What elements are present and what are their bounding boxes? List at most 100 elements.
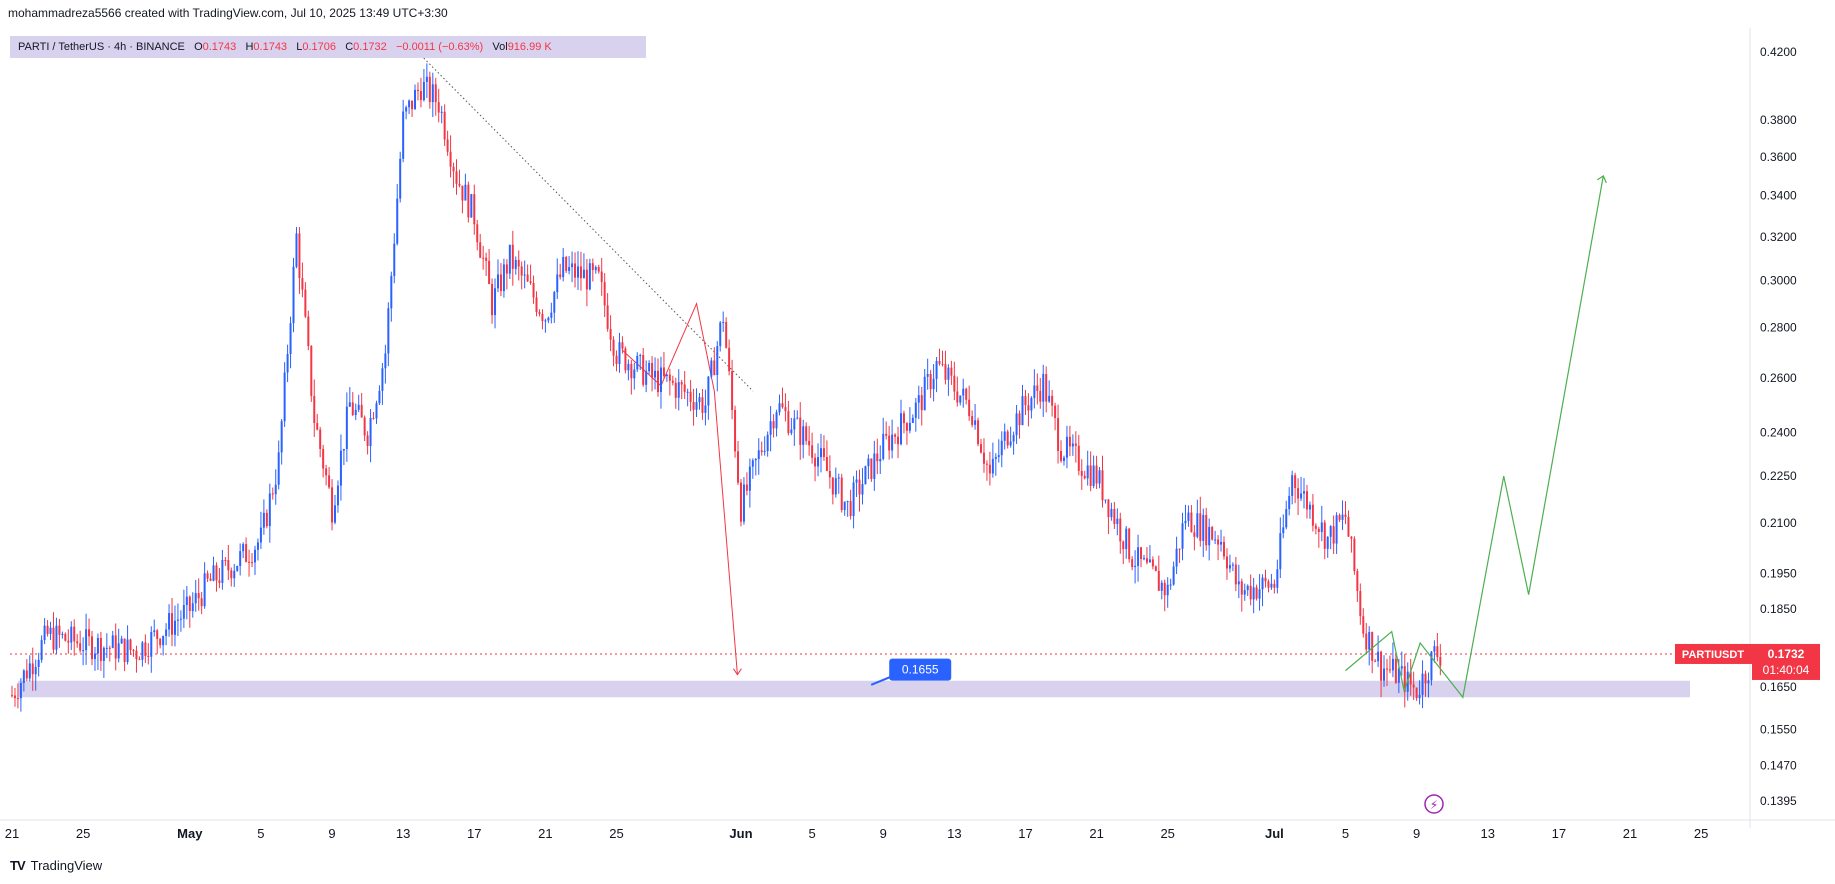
candle-body[interactable] (547, 317, 550, 321)
candle-body[interactable] (390, 275, 393, 309)
candle-body[interactable] (215, 565, 218, 581)
candle-body[interactable] (692, 402, 695, 410)
candle-body[interactable] (1184, 520, 1187, 524)
candle-body[interactable] (422, 81, 425, 101)
candle-body[interactable] (22, 670, 25, 683)
candle-body[interactable] (1211, 527, 1214, 540)
candle-body[interactable] (1110, 508, 1113, 518)
candle-body[interactable] (897, 436, 900, 445)
candle-body[interactable] (1092, 465, 1095, 486)
candle-body[interactable] (200, 598, 203, 607)
candle-body[interactable] (1107, 499, 1110, 518)
candle-body[interactable] (739, 482, 742, 522)
candle-body[interactable] (387, 308, 390, 354)
candle-body[interactable] (1243, 590, 1246, 595)
candle-body[interactable] (1285, 509, 1288, 528)
candle-body[interactable] (745, 484, 748, 491)
candle-body[interactable] (295, 233, 298, 267)
tradingview-logo-icon[interactable]: TV (10, 858, 26, 873)
candle-body[interactable] (470, 194, 473, 218)
candle-body[interactable] (659, 367, 662, 393)
candle-body[interactable] (751, 460, 754, 467)
candle-body[interactable] (1202, 514, 1205, 541)
symbol-label[interactable]: PARTI / TetherUS · 4h · BINANCE (18, 41, 185, 53)
candle-body[interactable] (657, 370, 660, 393)
candle-body[interactable] (612, 339, 615, 356)
candle-body[interactable] (1359, 591, 1362, 617)
candle-body[interactable] (283, 372, 286, 422)
candle-body[interactable] (1166, 584, 1169, 596)
candle-body[interactable] (677, 382, 680, 398)
candle-body[interactable] (757, 450, 760, 460)
candle-body[interactable] (132, 650, 135, 652)
candle-body[interactable] (339, 450, 342, 486)
candle-body[interactable] (1424, 673, 1427, 684)
candle-body[interactable] (805, 426, 808, 441)
candle-body[interactable] (1062, 457, 1065, 461)
candle-body[interactable] (411, 100, 414, 110)
candle-body[interactable] (85, 629, 88, 651)
candle-body[interactable] (843, 501, 846, 510)
candle-body[interactable] (271, 493, 274, 495)
candle-body[interactable] (956, 391, 959, 403)
candle-body[interactable] (864, 466, 867, 485)
candle-body[interactable] (1051, 395, 1054, 406)
candle-body[interactable] (923, 376, 926, 411)
candle-body[interactable] (929, 373, 932, 390)
candle-body[interactable] (396, 198, 399, 244)
candle-body[interactable] (885, 433, 888, 436)
candle-body[interactable] (88, 629, 91, 637)
candle-body[interactable] (173, 620, 176, 635)
candle-body[interactable] (191, 603, 194, 611)
candle-body[interactable] (671, 380, 674, 383)
candle-body[interactable] (1397, 668, 1400, 683)
candle-body[interactable] (117, 643, 120, 659)
candle-body[interactable] (849, 501, 852, 516)
candle-body[interactable] (1098, 470, 1101, 484)
candle-body[interactable] (408, 100, 411, 108)
candle-body[interactable] (461, 185, 464, 201)
candle-body[interactable] (369, 417, 372, 446)
candle-body[interactable] (674, 382, 677, 398)
candle-body[interactable] (99, 637, 102, 661)
candle-body[interactable] (102, 647, 105, 661)
candle-body[interactable] (742, 484, 745, 522)
candle-body[interactable] (96, 637, 99, 654)
candle-body[interactable] (1006, 431, 1009, 446)
candle-body[interactable] (402, 111, 405, 159)
candle-body[interactable] (1383, 668, 1386, 681)
candle-body[interactable] (1169, 584, 1172, 586)
candle-body[interactable] (535, 297, 538, 313)
candle-body[interactable] (648, 363, 651, 372)
candle-body[interactable] (1000, 440, 1003, 456)
candle-body[interactable] (399, 158, 402, 199)
candle-body[interactable] (1421, 673, 1424, 695)
candle-body[interactable] (1270, 583, 1273, 588)
candle-body[interactable] (905, 423, 908, 431)
candle-body[interactable] (1237, 581, 1240, 585)
candle-body[interactable] (1045, 374, 1048, 402)
candle-body[interactable] (1249, 585, 1252, 600)
candle-body[interactable] (485, 257, 488, 261)
candle-body[interactable] (1288, 495, 1291, 510)
candle-body[interactable] (1086, 465, 1089, 479)
candle-body[interactable] (651, 363, 654, 378)
candle-body[interactable] (1080, 470, 1083, 476)
candle-body[interactable] (37, 659, 40, 668)
y-axis[interactable]: 0.4200 0.3800 0.3600 0.3400 0.3200 0.3000 0.28… (1749, 28, 1797, 828)
candle-body[interactable] (953, 375, 956, 392)
candle-body[interactable] (574, 263, 577, 278)
candle-body[interactable] (680, 382, 683, 385)
candle-body[interactable] (1391, 658, 1394, 671)
candle-body[interactable] (357, 404, 360, 410)
candle-body[interactable] (1220, 541, 1223, 545)
candle-body[interactable] (900, 413, 902, 445)
candle-body[interactable] (725, 321, 728, 348)
candle-body[interactable] (224, 560, 227, 562)
candle-body[interactable] (242, 544, 245, 552)
candle-body[interactable] (982, 452, 985, 464)
candle-body[interactable] (443, 111, 446, 140)
candle-body[interactable] (1403, 666, 1406, 692)
candle-body[interactable] (482, 257, 485, 259)
